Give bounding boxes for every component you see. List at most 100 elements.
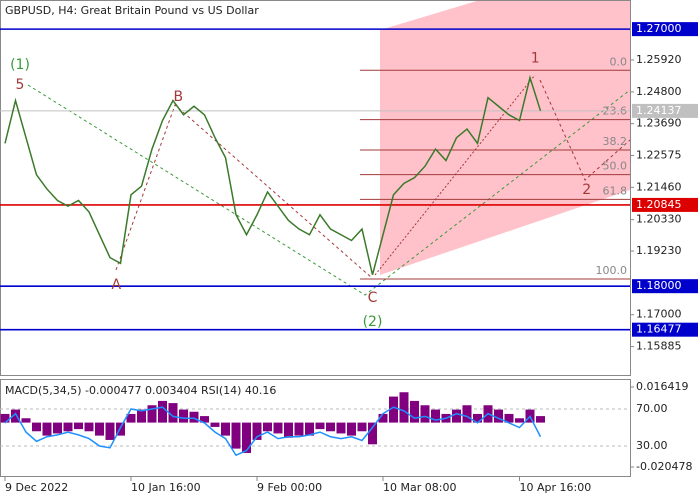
level-tag: [632, 103, 698, 118]
macd-bar: [294, 422, 304, 436]
wave-label: C: [368, 290, 378, 306]
macd-bar: [420, 405, 430, 423]
y2-tick-label: -0.020478: [636, 460, 692, 473]
macd-bar: [105, 422, 115, 440]
macd-bar: [63, 422, 73, 432]
macd-bar: [494, 409, 503, 423]
fib-label: 50.0: [603, 160, 628, 173]
plot-frame: [0, 0, 631, 376]
macd-bar: [515, 418, 524, 423]
macd-bar: [53, 422, 62, 434]
macd-bar: [462, 405, 472, 423]
x-tick-label: 9 Dec 2022: [5, 481, 68, 494]
macd-bar: [21, 418, 31, 423]
indicator-frame: [0, 379, 631, 477]
wave-line: [27, 84, 631, 296]
macd-bar: [315, 422, 325, 430]
chart-title: GBPUSD, H4: Great Britain Pound vs US Do…: [5, 4, 259, 17]
macd-bar: [389, 396, 398, 423]
price-line: [4, 74, 542, 275]
wave-label: B: [173, 89, 183, 105]
macd-bar: [179, 409, 188, 423]
macd-bar: [210, 422, 220, 427]
y-tick-label: 1.17000: [636, 308, 682, 321]
macd-bar: [284, 422, 293, 438]
wave-label: A: [112, 277, 122, 293]
level-tag: [632, 322, 698, 337]
y-tick-label: 1.23690: [636, 117, 682, 130]
macd-bar: [263, 422, 272, 432]
macd-bar: [536, 416, 545, 423]
macd-bar: [378, 413, 388, 423]
y-tick-label: 70.00: [636, 402, 668, 415]
macd-bar: [305, 422, 314, 436]
forecast-channel: [380, 0, 630, 275]
macd-bar: [368, 422, 377, 445]
level-label: 1.18000: [636, 279, 682, 292]
macd-bar: [252, 422, 262, 440]
y-tick-label: 30.00: [636, 439, 668, 452]
macd-bar: [326, 422, 335, 432]
macd-bar: [137, 409, 146, 423]
fib-label: 100.0: [596, 264, 628, 277]
macd-bar: [410, 400, 419, 423]
y2-tick-label: 0.016419: [636, 380, 689, 393]
level-label: 1.24137: [636, 104, 682, 117]
indicator-title: MACD(5,34,5) -0.000477 0.003404 RSI(14) …: [5, 384, 276, 397]
wave-label: 5: [16, 77, 25, 93]
level-label: 1.20845: [636, 198, 682, 211]
wave-line: [539, 79, 631, 181]
macd-bar: [347, 422, 356, 436]
macd-bar: [504, 413, 514, 423]
y-tick-label: 1.19230: [636, 244, 682, 257]
rsi-line: [4, 406, 542, 457]
fib-label: 38.2: [603, 135, 628, 148]
macd-bar: [168, 403, 178, 423]
y-tick-label: 1.25920: [636, 53, 682, 66]
macd-bar: [431, 409, 440, 423]
macd-bar: [189, 411, 199, 423]
level-tag: [632, 197, 698, 212]
level-tag: [632, 279, 698, 294]
macd-bar: [221, 422, 230, 436]
wave-label: (2): [363, 314, 383, 330]
macd-bar: [273, 422, 283, 434]
y-tick-label: 1.21460: [636, 180, 682, 193]
macd-bar: [242, 422, 251, 453]
macd-bar: [200, 416, 209, 423]
macd-bar: [336, 422, 346, 434]
macd-bar: [42, 422, 52, 436]
macd-bar: [0, 413, 10, 423]
level-tag: [632, 22, 698, 37]
macd-bar: [147, 405, 157, 423]
macd-bar: [95, 422, 104, 436]
macd-bar: [126, 413, 136, 423]
level-label: 1.16477: [636, 323, 682, 336]
y-tick-label: 1.22575: [636, 149, 682, 162]
macd-bar: [32, 422, 41, 432]
macd-bar: [11, 409, 20, 423]
x-tick-label: 9 Feb 00:00: [257, 481, 322, 494]
wave-label: (1): [10, 57, 30, 73]
macd-bar: [452, 409, 461, 423]
level-label: 1.27000: [636, 22, 682, 35]
y-tick-label: 1.20330: [636, 213, 682, 226]
y-tick-label: 1.15885: [636, 340, 682, 353]
macd-bar: [357, 422, 367, 432]
macd-bar: [473, 413, 482, 423]
wave-line: [115, 104, 373, 279]
y-tick-label: 1.24800: [636, 85, 682, 98]
x-tick-label: 10 Jan 16:00: [131, 481, 201, 494]
x-tick-label: 10 Mar 08:00: [383, 481, 456, 494]
wave-label: 1: [531, 50, 540, 66]
fib-label: 0.0: [610, 55, 628, 68]
macd-bar: [158, 400, 167, 423]
wave-label: 2: [582, 182, 591, 198]
macd-bar: [84, 422, 94, 432]
macd-bar: [74, 422, 83, 430]
macd-bar: [399, 392, 409, 423]
macd-bar: [231, 422, 241, 449]
fib-label: 61.8: [603, 184, 628, 197]
x-tick-label: 10 Apr 16:00: [520, 481, 592, 494]
